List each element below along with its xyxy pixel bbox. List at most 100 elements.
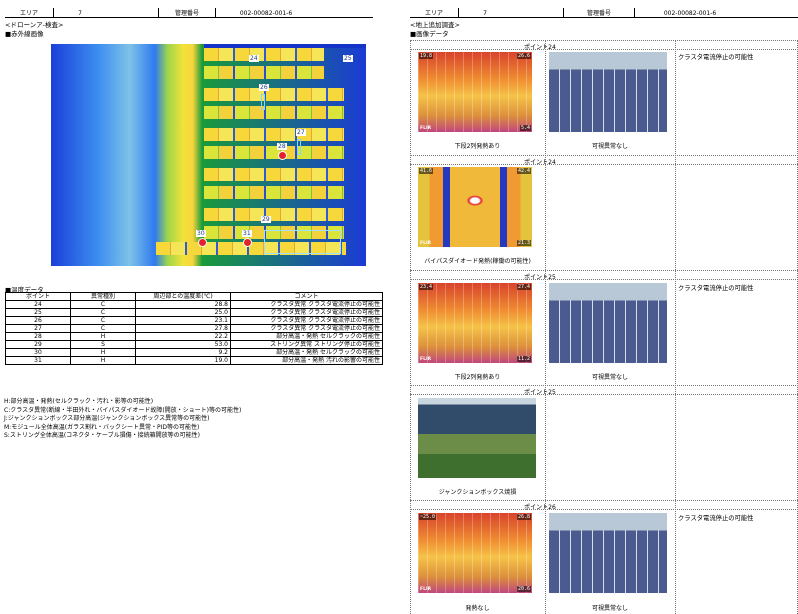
ir-image-title: ■赤外線画像 bbox=[5, 30, 44, 38]
thermal-photo: 41.6 42.4 21.3 FLIR bbox=[418, 167, 532, 247]
point-29-box bbox=[264, 230, 341, 254]
thermal-point-27: 27 bbox=[296, 129, 306, 136]
legend-item: S:ストリング全体高温(コネクタ・ケーブル損傷・接続箱開放等の可能性) bbox=[4, 432, 200, 440]
flir-logo: FLIR bbox=[420, 126, 432, 131]
thermal-point-29: 29 bbox=[261, 216, 271, 223]
legend-item: M:モジュール全体高温(ガラス割れ・バックシート異常・PID等の可能性) bbox=[4, 423, 200, 431]
id-label: 管理番号 bbox=[586, 10, 611, 17]
visible-caption: 可視異常なし bbox=[591, 374, 628, 381]
cell-point: 26 bbox=[5, 316, 71, 325]
thermal-caption: 発熱なし bbox=[465, 605, 490, 612]
cell-type: C bbox=[70, 300, 136, 309]
block-title: ポイント25 bbox=[524, 389, 556, 396]
cell-type: H bbox=[70, 348, 136, 357]
cell-comment: クラスタ異常 クラスタ電流停止の可能性 bbox=[230, 316, 383, 325]
col-diff: 周辺部との温度差(℃) bbox=[135, 292, 231, 301]
cell-point: 29 bbox=[5, 340, 71, 349]
image-data-title: ■画像データ bbox=[410, 30, 449, 38]
thermal-caption: 下段2列発熱あり bbox=[454, 374, 501, 381]
col-type: 異常種別 bbox=[70, 292, 136, 301]
cell-comment: 部分高温・発熱 セルクラックの可能性 bbox=[230, 332, 383, 341]
junction-box-photo bbox=[418, 398, 536, 478]
thermal-caption: バイパスダイオード発熱(稼働の可能性) bbox=[424, 258, 531, 265]
table-row: 25 C 25.0 クラスタ異常 クラスタ電流停止の可能性 bbox=[5, 308, 383, 317]
thermal-photo: ~25.0 26.8 20.6 FLIR bbox=[418, 513, 532, 593]
block-title: ポイント26 bbox=[524, 504, 556, 511]
visible-caption: 可視異常なし bbox=[591, 605, 628, 612]
infrared-thermal-image: 24 25 26 27 28 29 30 31 bbox=[51, 44, 366, 266]
table-row: 27 C 27.8 クラスタ異常 クラスタ電流停止の可能性 bbox=[5, 324, 383, 333]
thermal-point-31: 31 bbox=[242, 230, 252, 237]
legend-item: J:ジャンクションボックス部分高温(ジャンクションボックス異常等の可能性) bbox=[4, 415, 210, 423]
legend-item: C:クラスタ異常(断線・半田外れ・バイパスダイオード故障(開放・ショート)等の可… bbox=[4, 406, 242, 414]
cell-diff: 9.2 bbox=[135, 348, 231, 357]
thermal-point-26: 26 bbox=[259, 84, 269, 91]
id-value: 002-00082-001-6 bbox=[239, 10, 293, 17]
cell-type: C bbox=[70, 316, 136, 325]
drone-section-title: <ドローンア-検査> bbox=[5, 21, 64, 29]
thermal-caption: 下段2列発熱あり bbox=[454, 143, 501, 150]
visible-photo bbox=[549, 52, 667, 132]
legend-item: H:部分高温・発熱(セルクラック・汚れ・影等の可能性) bbox=[4, 398, 154, 405]
cell-point: 24 bbox=[5, 300, 71, 309]
left-header: エリア 7 管理番号 002-00082-001-6 bbox=[5, 6, 373, 18]
table-row: 31 H 19.0 部分高温・発熱 汚れの影響の可能性 bbox=[5, 356, 383, 365]
flir-logo: FLIR bbox=[420, 357, 432, 362]
flir-logo: FLIR bbox=[420, 587, 432, 592]
thermal-point-24: 24 bbox=[249, 55, 259, 62]
table-row: 26 C 23.1 クラスタ異常 クラスタ電流停止の可能性 bbox=[5, 316, 383, 325]
cell-comment: ストリング異常 ストリング停止の可能性 bbox=[230, 340, 383, 349]
temperature-table: ポイント 異常種別 周辺部との温度差(℃) コメント 24 C 28.8 クラスタ異常… bbox=[5, 292, 383, 365]
thermal-point-28: 28 bbox=[277, 143, 287, 150]
cell-comment: クラスタ異常 クラスタ電流停止の可能性 bbox=[230, 324, 383, 333]
block-comment: クラスタ電流停止の可能性 bbox=[678, 285, 754, 292]
photo-caption: ジャンクションボックス焼損 bbox=[438, 489, 517, 496]
cell-comment: 部分高温・発熱 セルクラックの可能性 bbox=[230, 348, 383, 357]
area-value: 7 bbox=[78, 10, 82, 17]
cell-diff: 27.8 bbox=[135, 324, 231, 333]
cell-type: S bbox=[70, 340, 136, 349]
cell-diff: 19.0 bbox=[135, 356, 231, 365]
col-point: ポイント bbox=[5, 292, 71, 301]
legend: H:部分高温・発熱(セルクラック・汚れ・影等の可能性) C:クラスタ異常(断線・… bbox=[4, 398, 241, 441]
block-comment: クラスタ電流停止の可能性 bbox=[678, 515, 754, 522]
thermal-photo: 23.4 27.4 11.2 FLIR bbox=[418, 283, 532, 363]
cell-type: C bbox=[70, 324, 136, 333]
block-title: ポイント25 bbox=[524, 274, 556, 281]
hot-spot-30 bbox=[198, 238, 207, 247]
table-row: 24 C 28.8 クラスタ異常 クラスタ電流停止の可能性 bbox=[5, 300, 383, 309]
cell-diff: 53.0 bbox=[135, 340, 231, 349]
table-row: 30 H 9.2 部分高温・発熱 セルクラックの可能性 bbox=[5, 348, 383, 357]
cell-point: 30 bbox=[5, 348, 71, 357]
id-label: 管理番号 bbox=[174, 10, 199, 17]
cell-type: H bbox=[70, 332, 136, 341]
thermal-photo: 19.8 26.6 5.4 FLIR bbox=[418, 52, 532, 132]
cell-point: 27 bbox=[5, 324, 71, 333]
visible-photo bbox=[549, 283, 667, 363]
block-comment: クラスタ電流停止の可能性 bbox=[678, 54, 754, 61]
cell-diff: 28.8 bbox=[135, 300, 231, 309]
col-comment: コメント bbox=[230, 292, 383, 301]
area-label: エリア bbox=[19, 10, 38, 17]
cell-point: 31 bbox=[5, 356, 71, 365]
cell-comment: クラスタ異常 クラスタ電流停止の可能性 bbox=[230, 300, 383, 309]
temperature-data-title: ■温度データ bbox=[5, 286, 44, 294]
hot-spot-31 bbox=[243, 238, 252, 247]
point-26-box bbox=[261, 94, 265, 110]
block-title: ポイント24 bbox=[524, 159, 556, 166]
cell-type: C bbox=[70, 308, 136, 317]
cell-diff: 25.0 bbox=[135, 308, 231, 317]
id-value: 002-00082-001-6 bbox=[663, 10, 717, 17]
ground-survey-title: <地上追加調査> bbox=[410, 21, 460, 29]
block-title: ポイント24 bbox=[524, 44, 556, 51]
thermal-point-25: 25 bbox=[343, 55, 353, 62]
cell-comment: 部分高温・発熱 汚れの影響の可能性 bbox=[230, 356, 383, 365]
cell-diff: 23.1 bbox=[135, 316, 231, 325]
cell-comment: クラスタ異常 クラスタ電流停止の可能性 bbox=[230, 308, 383, 317]
thermal-point-30: 30 bbox=[196, 230, 206, 237]
table-row: 29 S 53.0 ストリング異常 ストリング停止の可能性 bbox=[5, 340, 383, 349]
cell-diff: 22.2 bbox=[135, 332, 231, 341]
cell-point: 25 bbox=[5, 308, 71, 317]
cell-point: 28 bbox=[5, 332, 71, 341]
table-row: 28 H 22.2 部分高温・発熱 セルクラックの可能性 bbox=[5, 332, 383, 341]
